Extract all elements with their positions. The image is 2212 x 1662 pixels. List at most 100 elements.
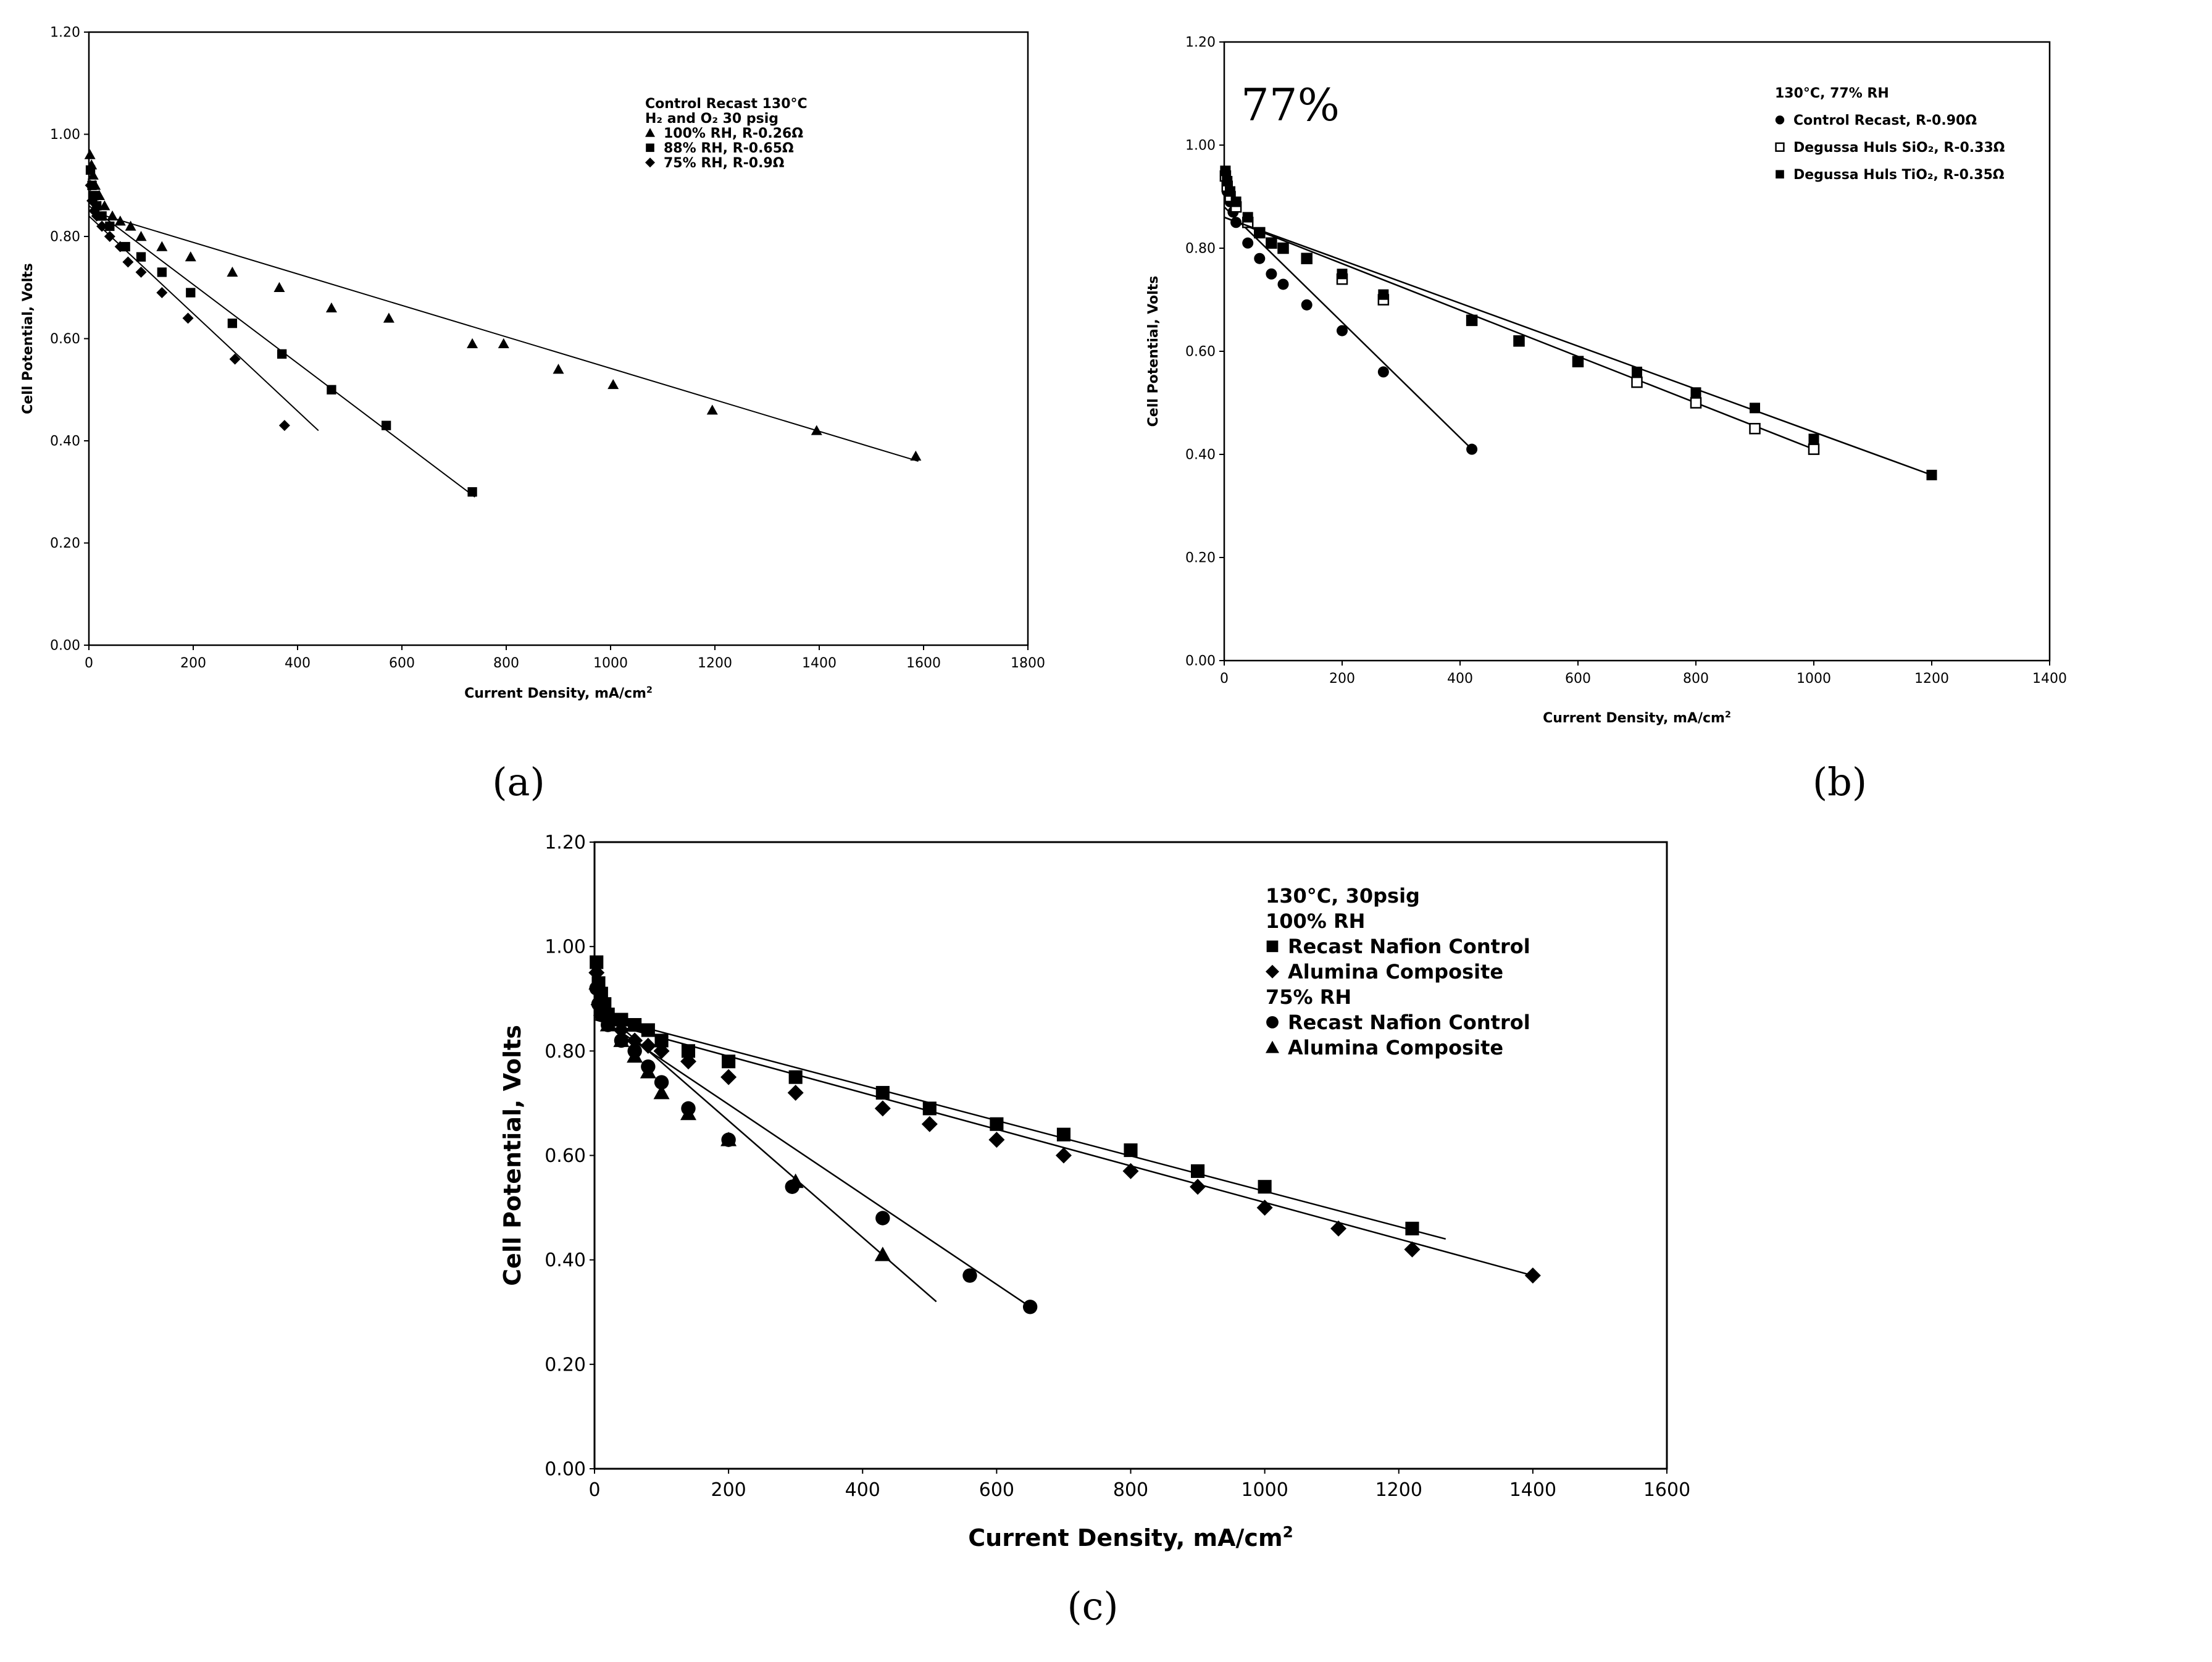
data-point xyxy=(1466,443,1478,455)
data-point xyxy=(1301,253,1313,264)
data-point xyxy=(921,1116,938,1132)
fit-line xyxy=(1224,206,1472,450)
data-point xyxy=(1337,325,1348,336)
chart-b: 0.00 0.20 0.40 0.60 0.80 1.00 1.20 0 200 400 600 80… xyxy=(1146,35,2067,726)
data-point xyxy=(1124,1143,1138,1158)
data-point xyxy=(1377,366,1389,378)
legend-label-0: 100% RH, R-0.26Ω xyxy=(664,126,803,141)
x-tick-label: 800 xyxy=(1113,1479,1148,1501)
legend-marker-0 xyxy=(645,128,655,137)
data-point xyxy=(104,231,115,242)
y-tick-label: 0.60 xyxy=(50,332,80,347)
y-tick-label: 0.00 xyxy=(50,638,80,654)
data-point xyxy=(653,1085,670,1100)
x-tick-label: 1200 xyxy=(698,656,732,671)
x-tick-label: 1600 xyxy=(906,656,941,671)
x-tick-label: 1000 xyxy=(593,656,628,671)
data-point xyxy=(680,1053,696,1070)
data-point xyxy=(593,1001,609,1016)
data-point xyxy=(681,1044,696,1058)
data-point xyxy=(590,955,604,969)
legend-marker-2 xyxy=(1776,170,1784,179)
data-point xyxy=(135,231,147,241)
plot-frame xyxy=(88,31,1029,646)
data-point xyxy=(186,288,196,298)
data-point xyxy=(590,990,607,1006)
data-point xyxy=(1242,237,1254,249)
y-tick-label: 0.80 xyxy=(50,230,80,245)
data-point xyxy=(654,1075,669,1090)
data-point xyxy=(1750,403,1760,414)
data-point xyxy=(1808,443,1820,455)
x-axis-label: Current Density, mA/cm2 xyxy=(464,685,653,701)
x-axis-label: Current Density, mA/cm2 xyxy=(968,1523,1293,1552)
data-point xyxy=(628,1017,642,1032)
legend-label-2: Degussa Huls TiO₂, R-0.35Ω xyxy=(1793,167,2005,183)
data-point xyxy=(922,1101,937,1116)
y-tick-label: 1.20 xyxy=(50,25,80,41)
caption-a: (a) xyxy=(492,759,545,804)
legend-title: 130°C, 77% RH xyxy=(1775,86,1889,101)
data-point xyxy=(1404,1241,1421,1258)
data-point xyxy=(1632,366,1642,377)
y-tick-label: 0.80 xyxy=(545,1041,586,1063)
legend-marker-2 xyxy=(1266,1016,1279,1029)
data-point xyxy=(988,1132,1005,1148)
data-point xyxy=(327,385,336,395)
data-point xyxy=(136,252,146,262)
y-tick-label: 0.20 xyxy=(50,536,80,551)
data-point xyxy=(182,312,194,324)
data-point xyxy=(910,450,922,461)
legend-label-0: Control Recast, R-0.90Ω xyxy=(1793,113,1977,128)
y-tick-label: 0.20 xyxy=(545,1354,586,1376)
legend-title: Control Recast 130°C xyxy=(645,96,808,112)
chart-a: 0.00 0.20 0.40 0.60 0.80 1.00 1.20 0 200 400 600 80… xyxy=(20,25,1045,701)
data-point xyxy=(91,210,102,222)
data-point xyxy=(1301,299,1313,311)
legend-marker-0 xyxy=(1266,940,1279,953)
x-tick-label: 1800 xyxy=(1011,656,1045,671)
data-point xyxy=(788,1070,803,1084)
data-point xyxy=(875,1211,890,1226)
data-point xyxy=(640,1037,656,1054)
data-point xyxy=(627,1048,643,1063)
data-point xyxy=(1749,423,1761,435)
data-point xyxy=(277,349,287,359)
data-point xyxy=(1378,289,1389,300)
y-tick-label: 1.20 xyxy=(1185,35,1216,51)
x-tick-label: 1400 xyxy=(2032,671,2067,687)
data-point xyxy=(467,487,477,497)
y-tick-label: 0.40 xyxy=(50,434,80,449)
data-point xyxy=(613,1032,630,1047)
data-point xyxy=(1466,315,1477,326)
data-point xyxy=(1277,278,1289,290)
legend-marker-1 xyxy=(646,143,654,152)
x-tick-label: 1400 xyxy=(1509,1479,1556,1501)
x-tick-label: 1200 xyxy=(1375,1479,1422,1501)
x-tick-label: 1200 xyxy=(1914,671,1949,687)
data-point xyxy=(85,180,96,191)
x-tick-label: 0 xyxy=(588,1479,600,1501)
y-tick-label: 0.60 xyxy=(545,1145,586,1167)
data-point xyxy=(1220,165,1231,177)
data-point xyxy=(1524,1267,1541,1284)
data-point xyxy=(156,287,168,299)
data-point xyxy=(1225,186,1236,197)
x-tick-label: 200 xyxy=(711,1479,746,1501)
data-point xyxy=(787,1173,804,1188)
data-point xyxy=(1022,1300,1038,1314)
data-point xyxy=(607,378,619,390)
x-tick-label: 400 xyxy=(845,1479,880,1501)
legend-marker-1 xyxy=(1775,142,1785,152)
data-point xyxy=(1122,1163,1139,1179)
legend-group-label: 100% RH xyxy=(1266,909,1365,933)
data-point xyxy=(875,1085,890,1100)
series-1 xyxy=(85,165,477,498)
data-point xyxy=(553,364,564,374)
data-point xyxy=(467,338,478,348)
legend-marker-0 xyxy=(1775,115,1785,125)
data-point xyxy=(706,404,718,415)
x-axis-label: Current Density, mA/cm2 xyxy=(1543,710,1731,726)
data-point xyxy=(1191,1164,1205,1178)
data-point xyxy=(1926,469,1937,480)
